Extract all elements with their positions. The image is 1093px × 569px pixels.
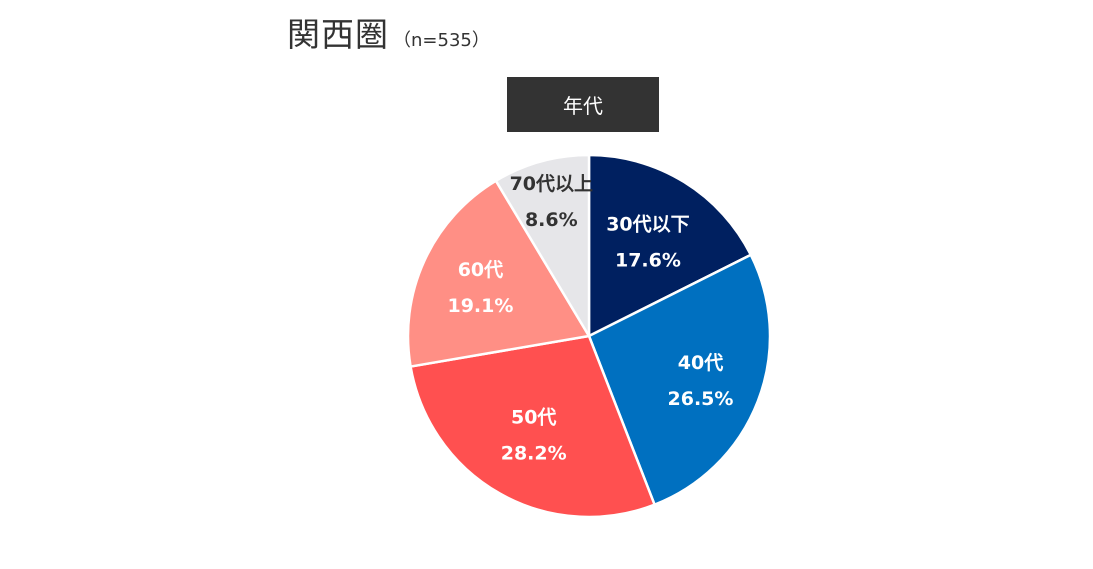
pie-slice: [494, 153, 591, 338]
pie-slice: [587, 253, 772, 506]
pie-labels: 30代以下 17.6% 40代 26.5% 50代 28.2% 60代 19.1% 70代以上 8…: [447, 173, 733, 465]
slice-value-label: 26.5%: [668, 388, 734, 410]
slice-value-label: 17.6%: [615, 250, 681, 272]
chart-title-main: 関西圏: [287, 15, 389, 54]
slice-value-label: 19.1%: [447, 295, 513, 317]
slice-category-label: 40代: [678, 352, 723, 374]
pie-slice: [409, 334, 656, 519]
slice-value-label: 28.2%: [501, 443, 567, 465]
category-badge: 年代: [507, 77, 659, 132]
slice-value-label: 8.6%: [525, 209, 578, 231]
pie-slices: [406, 153, 772, 519]
slice-category-label: 30代以下: [606, 214, 689, 236]
slice-category-label: 70代以上: [510, 173, 593, 195]
pie-slice: [587, 153, 753, 338]
pie-slice: [406, 179, 591, 368]
chart-title: 関西圏 （n=535）: [287, 8, 490, 56]
slice-category-label: 50代: [511, 407, 556, 429]
sample-size-label: （n=535）: [393, 30, 490, 51]
slice-category-label: 60代: [458, 259, 503, 281]
